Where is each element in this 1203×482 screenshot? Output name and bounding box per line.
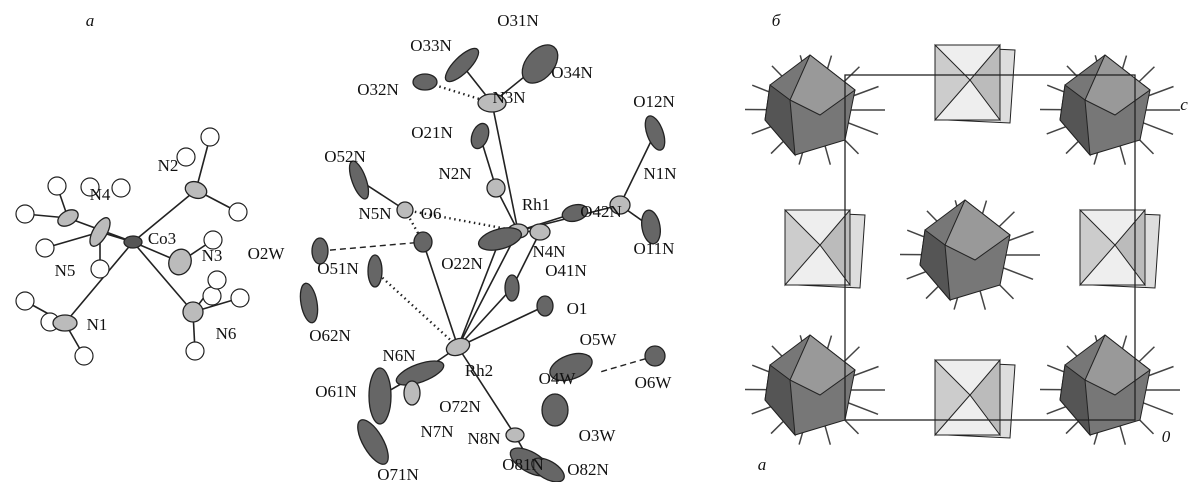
atom-label: O31N: [497, 11, 539, 30]
atom: [352, 415, 394, 468]
atom-label: N5N: [358, 204, 391, 223]
atom: [641, 113, 668, 152]
atom-label: Co3: [148, 229, 176, 248]
atom: [404, 381, 420, 405]
atom-label: O42N: [580, 202, 622, 221]
hydrogen: [186, 342, 204, 360]
atom-label: O1: [567, 299, 588, 318]
atom: [414, 232, 432, 252]
atom-label: O2W: [248, 244, 286, 263]
atom-label: O51N: [317, 259, 359, 278]
atom: [444, 335, 472, 358]
hydrogen: [48, 177, 66, 195]
atom-label: O21N: [411, 123, 453, 142]
hydrogen: [16, 292, 34, 310]
crystal-packing: [745, 45, 1180, 445]
atom-label: N3N: [492, 88, 525, 107]
atom-label: O6W: [635, 373, 673, 392]
atom-label: O22N: [441, 254, 483, 273]
hydrogen: [201, 128, 219, 146]
atom-label: O41N: [545, 261, 587, 280]
bond: [458, 288, 512, 347]
atom-label: N2: [158, 156, 179, 175]
atom-label: N6N: [382, 346, 415, 365]
atom-label: N4N: [532, 242, 565, 261]
atom-label: Rh2: [465, 361, 493, 380]
atom-label: O72N: [439, 397, 481, 416]
atom-label: N1N: [643, 164, 676, 183]
figure: N4 N2 Co3 N5 N3 N1 N6 O31N O33N O34N O32N N3N O21N O1…: [0, 0, 1203, 482]
atom: [645, 346, 665, 366]
atom: [530, 224, 550, 240]
atom-label: O12N: [633, 92, 675, 111]
hydrogen: [36, 239, 54, 257]
hydrogen: [203, 287, 221, 305]
atom-label: N3: [202, 246, 223, 265]
atom: [468, 121, 492, 151]
atom-label: N6: [216, 324, 237, 343]
atom-label: O5W: [580, 330, 618, 349]
hydrogen: [112, 179, 130, 197]
bond: [492, 103, 518, 231]
axis-label: 0: [1162, 427, 1171, 446]
atom-label: O6: [421, 204, 442, 223]
atom-label: N2N: [438, 164, 471, 183]
atom-label: O4W: [539, 369, 577, 388]
atom: [124, 236, 142, 248]
atom: [487, 179, 505, 197]
atom-label: O82N: [567, 460, 609, 479]
atom: [397, 202, 413, 218]
atom: [298, 282, 321, 324]
hydrogen: [91, 260, 109, 278]
atom-label: O61N: [315, 382, 357, 401]
atom-label: N8N: [467, 429, 500, 448]
atom-label: O71N: [377, 465, 419, 482]
atom: [165, 246, 195, 278]
atom-label: O33N: [410, 36, 452, 55]
panel-label: а: [86, 11, 95, 30]
bond: [65, 242, 133, 323]
hydrogen-bond: [320, 242, 423, 251]
hydrogen: [16, 205, 34, 223]
hydrogen: [208, 271, 226, 289]
atom: [505, 275, 519, 301]
atom: [53, 315, 77, 331]
atom: [55, 206, 81, 229]
hydrogen: [177, 148, 195, 166]
labels: N4 N2 Co3 N5 N3 N1 N6 O31N O33N O34N O32N N3N O21N O1…: [55, 11, 1189, 482]
atom-label: N5: [55, 261, 76, 280]
atom: [537, 296, 553, 316]
atom-label: O52N: [324, 147, 366, 166]
atom-label: Rh1: [522, 195, 550, 214]
atom: [368, 255, 382, 287]
atom-label: N7N: [420, 422, 453, 441]
atom-label: O11N: [634, 239, 675, 258]
atom-label: O34N: [551, 63, 593, 82]
atom: [413, 74, 437, 90]
hydrogen: [75, 347, 93, 365]
atom-label: N1: [87, 315, 108, 334]
atom: [369, 368, 391, 424]
atom-label: N4: [90, 185, 111, 204]
atom-label: O32N: [357, 80, 399, 99]
hydrogen: [231, 289, 249, 307]
atom-label: O81N: [502, 455, 544, 474]
hydrogen: [229, 203, 247, 221]
axis-label: c: [1180, 95, 1188, 114]
axis-label: a: [758, 455, 767, 474]
atom-label: O3W: [579, 426, 617, 445]
atom: [542, 394, 568, 426]
atom: [506, 428, 524, 442]
atom-label: O62N: [309, 326, 351, 345]
panel-label: б: [772, 11, 781, 30]
atom: [183, 302, 203, 322]
